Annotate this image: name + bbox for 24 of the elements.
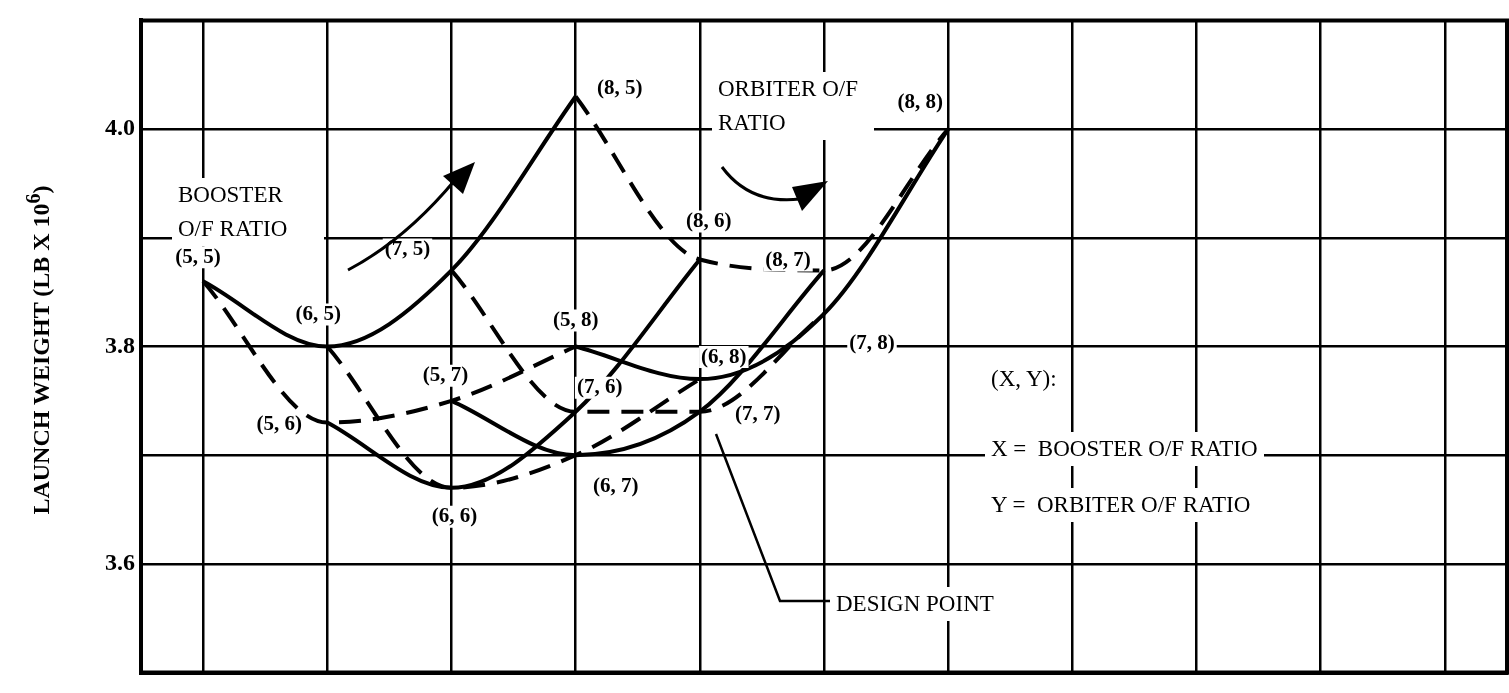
data-label: (7, 8) [849,330,895,355]
data-label: (5, 5) [175,243,221,268]
annotation: ORBITER O/F RATIO [712,72,874,140]
data-label: (6, 5) [295,300,342,325]
data-label: (8, 5) [596,74,643,99]
data-label: (5, 7) [422,362,469,387]
annotation: BOOSTER O/F RATIO [178,182,288,241]
annotation: Y = ORBITER O/F RATIO [985,488,1257,522]
data-label: (5, 6) [256,411,303,436]
annotation: (X, Y): [985,362,1063,396]
y-tick-label: 3.8 [105,331,135,358]
y-tick-label: 3.6 [105,549,135,576]
annotation: X = BOOSTER O/F RATIO [985,432,1264,466]
data-label: (7, 6) [576,374,623,399]
data-label: (6, 6) [431,503,478,528]
data-label: (6, 7) [592,472,639,497]
data-label: (8, 7) [765,246,811,271]
data-label: (7, 7) [735,401,781,426]
annotation: DESIGN POINT [830,587,1000,621]
data-label: (6, 8) [701,343,747,368]
data-label: (5, 8) [552,306,599,331]
y-tick-label: 4.0 [105,114,135,141]
data-label: (8, 8) [897,88,943,113]
data-label: (8, 6) [686,207,732,232]
